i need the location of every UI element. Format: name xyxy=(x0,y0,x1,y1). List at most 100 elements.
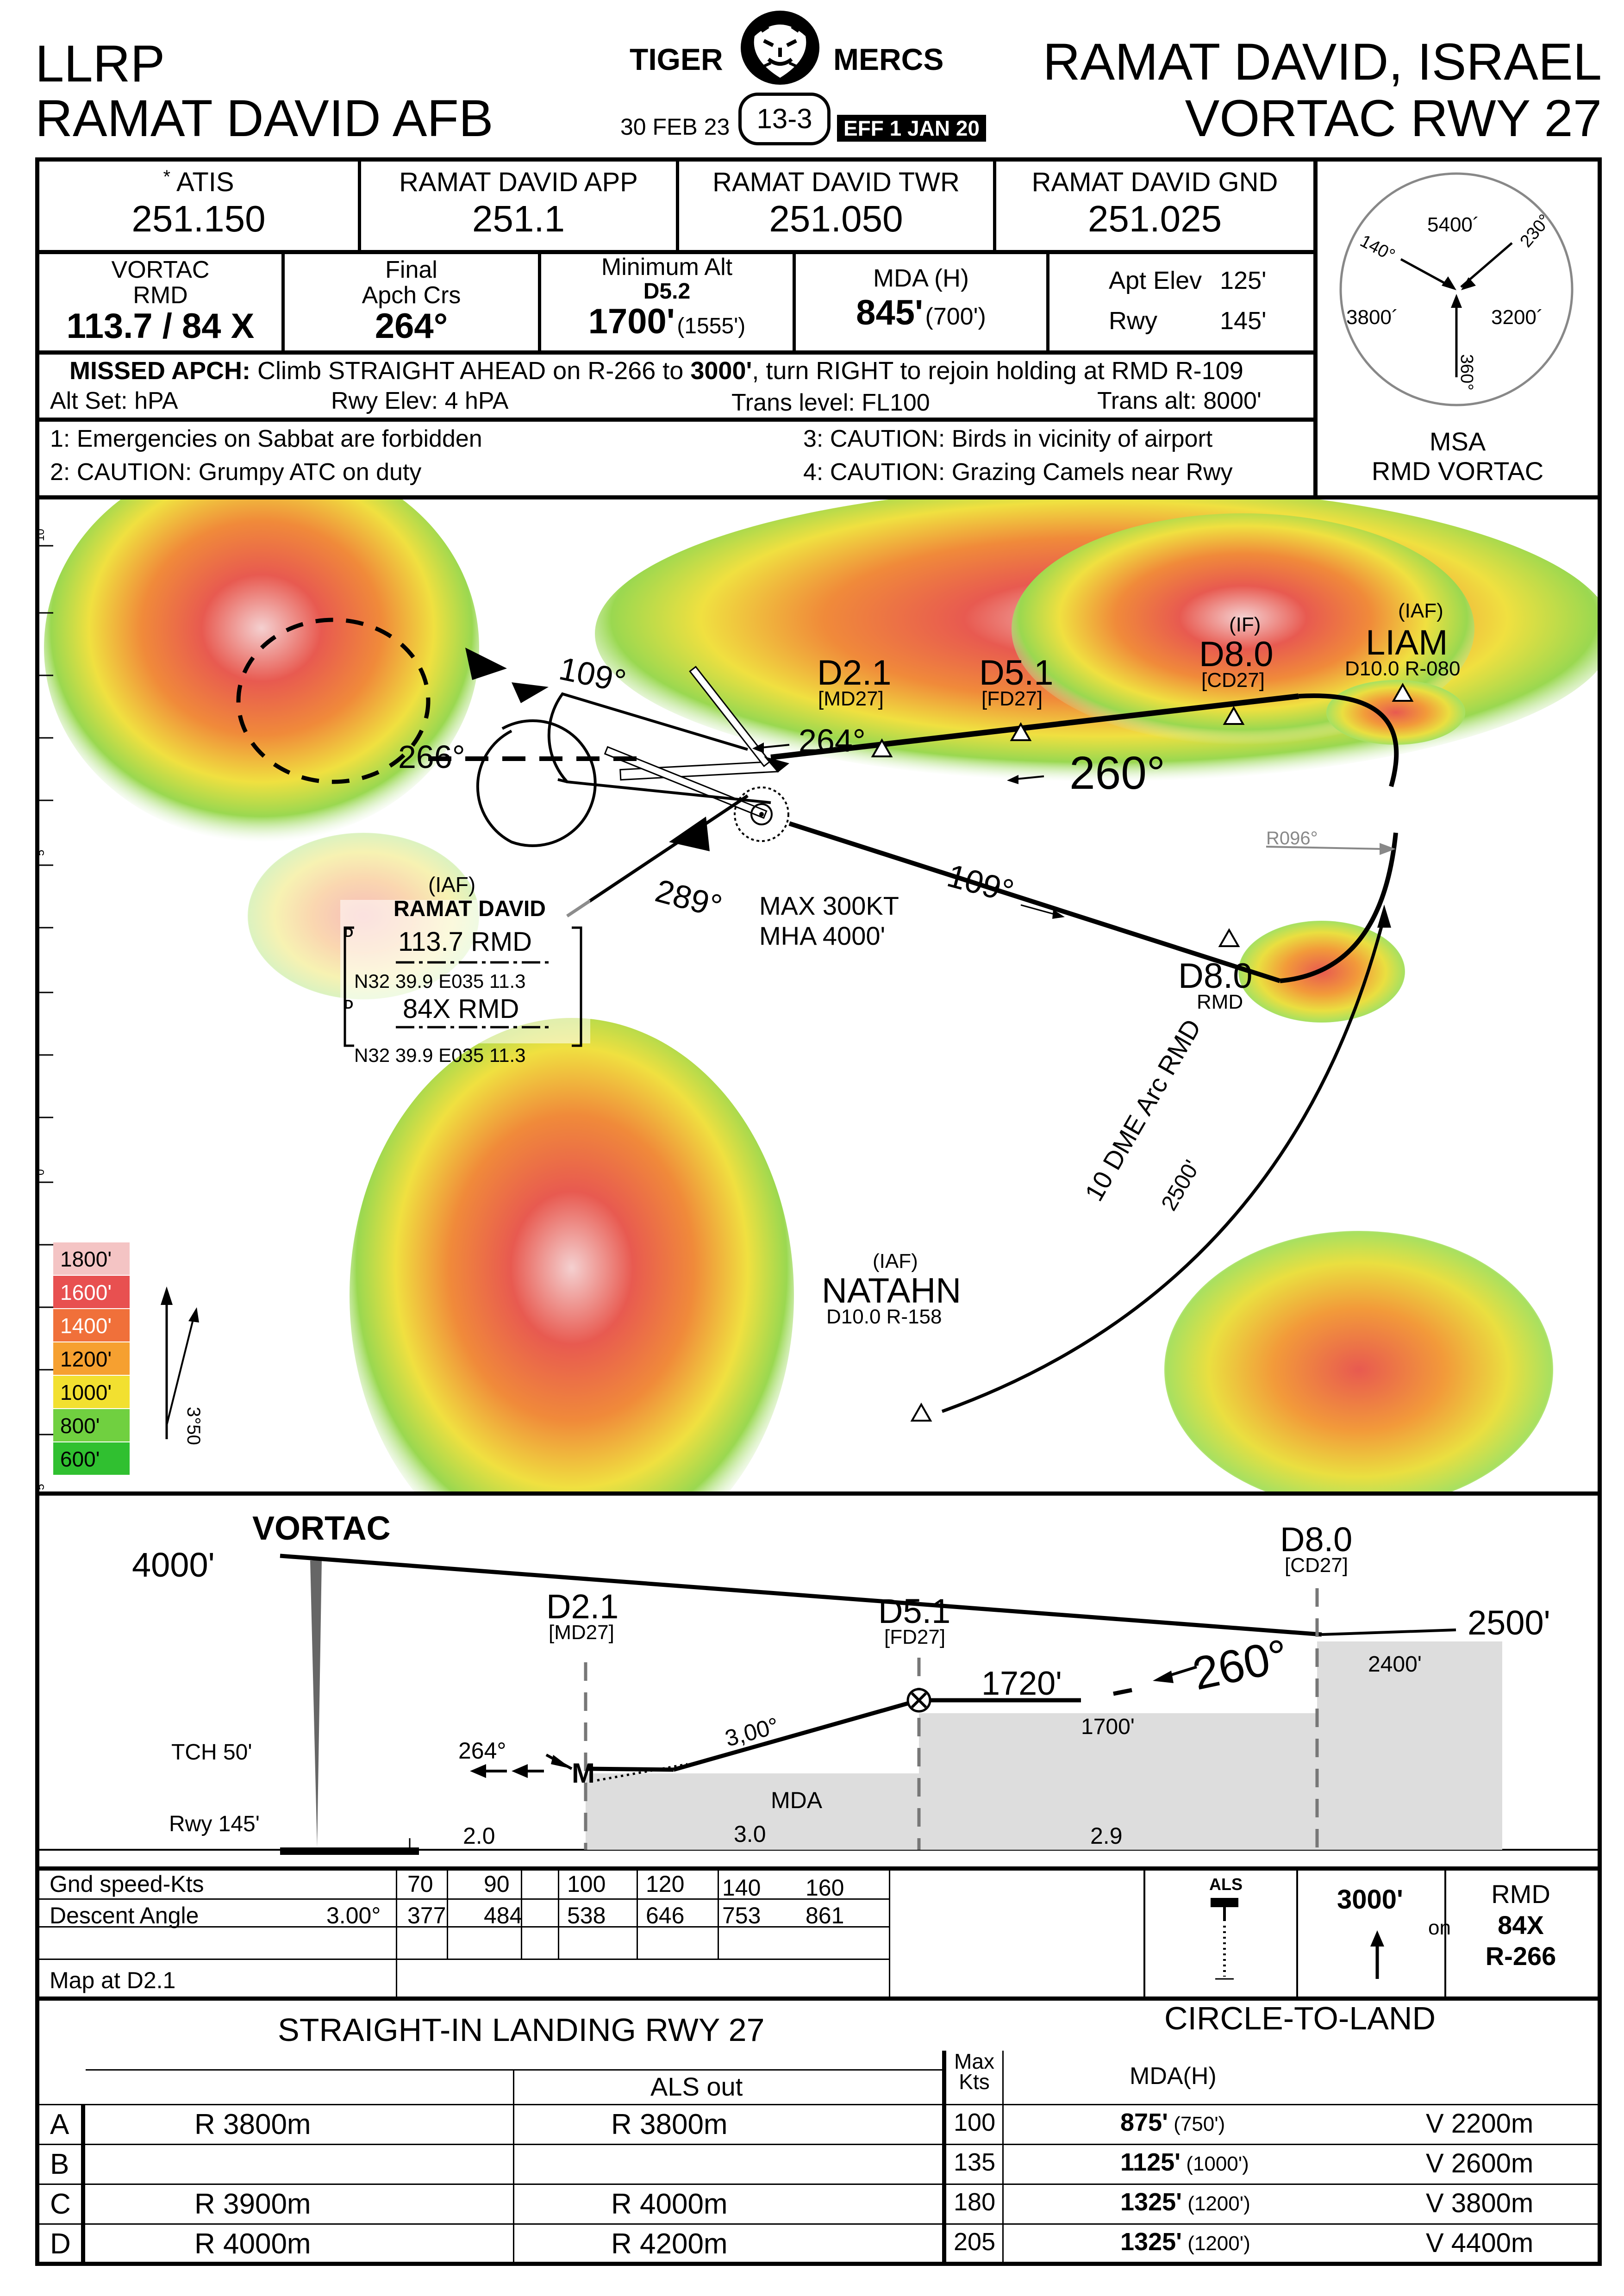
segment-2400 xyxy=(1317,1641,1502,1850)
chart-frame xyxy=(35,157,1602,2266)
fix-d80-rmd xyxy=(1218,928,1240,947)
profile-d80: D8.0 xyxy=(1280,1520,1352,1559)
final-course-value: 264° xyxy=(375,306,448,346)
msa-sector-west: 3800´ xyxy=(1346,306,1399,329)
navaid-coords-1: N32 39.9 E035 11.3 xyxy=(354,970,526,992)
freq-name: RAMAT DAVID APP xyxy=(399,167,638,197)
apt-elev-label: Apt Elev xyxy=(1109,267,1202,294)
navaid-freq-tacan: 84X RMD xyxy=(403,994,519,1024)
course-264: 264° xyxy=(799,723,866,759)
max-kts-header: Max Kts xyxy=(954,2049,994,2094)
climb-arrow-icon xyxy=(1370,1930,1384,1979)
fix-liam-label: LIAM xyxy=(1366,623,1448,662)
min-circle-mda-value: 875' xyxy=(1120,2109,1168,2136)
profile-vortac-label: VORTAC xyxy=(252,1510,391,1547)
vortac-ident: RMD xyxy=(133,281,188,309)
min-alt-height: (1555') xyxy=(677,313,746,338)
fix-d80-if: (IF) xyxy=(1229,613,1261,636)
hold-speed: MAX 300KT xyxy=(759,891,899,920)
legend-swatch xyxy=(53,1309,130,1341)
profile-d80-sub: [CD27] xyxy=(1285,1554,1348,1577)
min-alt-label: Minimum Alt xyxy=(601,254,733,281)
note-1: 1: Emergencies on Sabbat are forbidden xyxy=(50,425,482,452)
terrain-shading xyxy=(44,499,1598,1491)
missed-label: MISSED APCH: xyxy=(69,357,251,385)
fix-d51-sub: [FD27] xyxy=(981,687,1043,710)
chart-number: 13-3 xyxy=(738,93,831,145)
missed-box-alt: 3000' xyxy=(1337,1884,1403,1915)
chart-date: 30 FEB 23 xyxy=(620,114,730,140)
fix-natahn-label: NATAHN xyxy=(822,1271,961,1310)
descent-angle-value: 3.00° xyxy=(326,1903,381,1928)
profile-mda: MDA xyxy=(771,1787,823,1813)
missed-box-radial: R-266 xyxy=(1485,1941,1556,1971)
min-max-kts: 100 xyxy=(954,2109,996,2136)
magnetic-variation-icon xyxy=(161,1286,199,1439)
fix-d80 xyxy=(1223,705,1245,725)
min-circle-mda: 875' (750') xyxy=(1120,2108,1225,2137)
rate-90: 484 xyxy=(484,1903,523,1928)
missed-approach-text: MISSED APCH: Climb STRAIGHT AHEAD on R-2… xyxy=(69,356,1243,385)
procedure-title: VORTAC RWY 27 xyxy=(1185,89,1602,147)
fix-d21-label: D2.1 xyxy=(817,653,892,693)
legend-swatch xyxy=(53,1442,130,1475)
min-max-kts: 135 xyxy=(954,2148,996,2176)
fix-d51 xyxy=(1010,722,1032,741)
min-circle-mda: 1325' (1200') xyxy=(1120,2227,1250,2256)
fix-natahn-sub: D10.0 R-158 xyxy=(826,1305,942,1328)
profile-dist-c: 2.9 xyxy=(1090,1823,1123,1849)
vortac-marker xyxy=(310,1560,322,1847)
dme-arc xyxy=(941,916,1386,1413)
missed-box-nav: RMD 84X R-266 xyxy=(1451,1878,1590,1972)
atis-asterisk: * xyxy=(163,167,171,187)
msa-label: MSA RMD VORTAC xyxy=(1318,427,1598,487)
course-266: 266° xyxy=(398,739,465,775)
rate-120: 646 xyxy=(646,1903,685,1928)
runway-bar xyxy=(280,1847,419,1855)
descent-angle-label: Descent Angle xyxy=(50,1903,199,1928)
msa-bearing-360: 360° xyxy=(1457,354,1476,391)
freq-name: RAMAT DAVID TWR xyxy=(712,167,960,197)
min-max-kts: 205 xyxy=(954,2228,996,2256)
legend-label: 600' xyxy=(60,1447,100,1471)
fix-d80-rmd-label: D8.0 xyxy=(1178,956,1253,996)
mda-label: MDA (H) xyxy=(873,264,969,292)
freq-value: 251.025 xyxy=(1087,198,1222,239)
min-category: A xyxy=(50,2109,69,2140)
freq-name: RAMAT DAVID GND xyxy=(1031,167,1278,197)
min-visibility-als-out: R 4200m xyxy=(611,2228,728,2260)
min-visibility-als-out: R 3800m xyxy=(611,2109,728,2140)
als-label: ALS xyxy=(1209,1875,1243,1894)
msa-sector-north: 5400´ xyxy=(1427,213,1480,236)
trans-alt: Trans alt: 8000' xyxy=(1097,387,1262,414)
profile-alt-2400: 2400' xyxy=(1368,1652,1422,1677)
min-circle-visibility: V 3800m xyxy=(1426,2188,1534,2218)
elevation-legend: 1800' 1600' 1400' 1200' 1000' 800' 600' xyxy=(53,1242,130,1475)
min-alt-value: 1700' xyxy=(588,301,675,341)
lat-tick-label: 10 xyxy=(39,529,47,541)
legend-swatch xyxy=(53,1242,130,1275)
profile-view: M VORTAC 4000' D2.1 [MD27] D5.1 [FD27] D… xyxy=(39,1510,1598,1855)
fix-liam-sub: D10.0 R-080 xyxy=(1345,657,1460,680)
legend-label: 800' xyxy=(60,1414,100,1438)
missed-box-rmd: RMD xyxy=(1491,1879,1550,1909)
min-category: C xyxy=(50,2188,71,2220)
straight-in-title: STRAIGHT-IN LANDING RWY 27 xyxy=(278,2012,765,2048)
lat-tick-label: 0 xyxy=(39,1169,47,1175)
legend-label: 1000' xyxy=(60,1380,112,1404)
final-label: Final xyxy=(385,256,437,283)
legend-swatch xyxy=(53,1342,130,1375)
msa-circle: 5400´ 3800´ 3200´ 140° 230° 360° xyxy=(1339,172,1574,406)
navaid-freq-vor: 113.7 RMD xyxy=(398,927,532,957)
min-circle-visibility: V 2600m xyxy=(1426,2148,1534,2178)
min-circle-height: (750') xyxy=(1168,2113,1225,2135)
legend-label: 1200' xyxy=(60,1347,112,1371)
freq-value: 251.050 xyxy=(769,198,903,239)
missed-hold xyxy=(236,618,431,784)
legend-label: 1800' xyxy=(60,1247,112,1271)
r096-radial xyxy=(1266,846,1382,850)
min-category: B xyxy=(50,2148,69,2180)
course-289: 289° xyxy=(652,873,726,925)
msa-bearing-230: 230° xyxy=(1517,211,1555,251)
fix-natahn-iaf: (IAF) xyxy=(873,1250,918,1273)
